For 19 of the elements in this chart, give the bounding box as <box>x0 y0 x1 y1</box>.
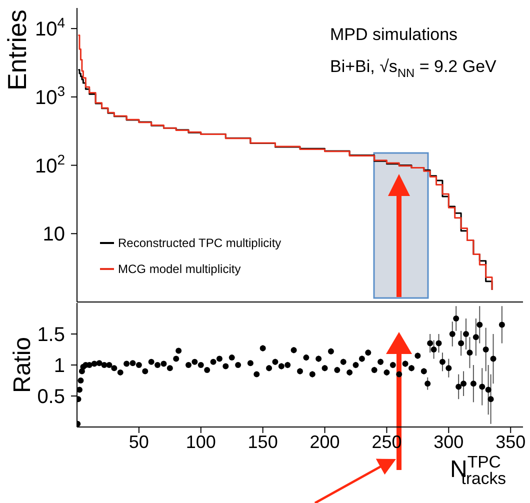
annotation: MPD simulations <box>330 25 458 44</box>
legend-label: Reconstructed TPC multiplicity <box>118 235 282 252</box>
legend-label: MCG model multiplicity <box>118 261 241 278</box>
annotation: Bi+Bi, √s$_{NN}$ = 9.2 GeV <box>330 57 498 80</box>
y-tick-label: 0.5 <box>37 386 65 408</box>
x-tick-label: 100 <box>186 432 216 452</box>
y-tick-label: 10$^{3}$ <box>34 82 66 109</box>
y-axis-title: Ratio <box>9 336 36 394</box>
y-axis-title: Entries <box>2 10 32 90</box>
x-tick-label: 150 <box>248 432 278 452</box>
y-tick-label: 1 <box>54 355 65 377</box>
x-tick-label: 50 <box>128 432 149 452</box>
x-tick-label: 300 <box>434 432 464 452</box>
y-tick-label: 10$^{2}$ <box>34 151 66 178</box>
y-tick-label: 10$^{4}$ <box>34 14 66 41</box>
y-tick-label: 1.5 <box>37 324 65 346</box>
y-tick-label: 10 <box>42 224 65 246</box>
x-tick-label: 350 <box>496 432 526 452</box>
x-tick-label: 200 <box>310 432 340 452</box>
